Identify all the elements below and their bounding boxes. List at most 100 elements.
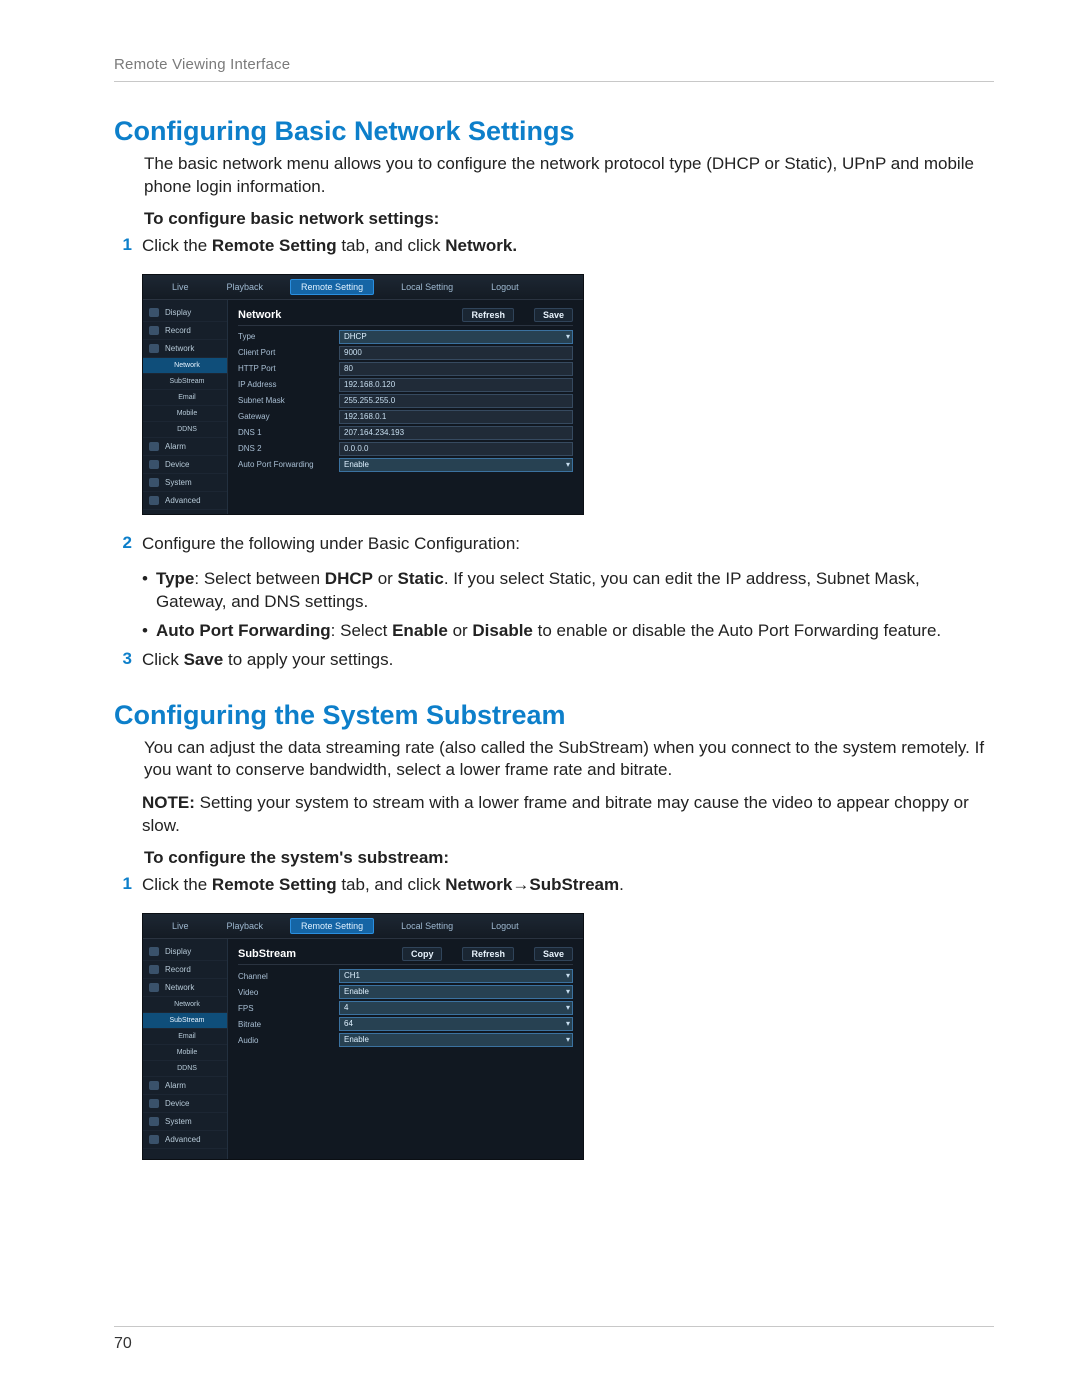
tab-logout[interactable]: Logout <box>480 918 530 934</box>
form-label: Video <box>238 988 333 997</box>
section1-step3: 3 Click Save to apply your settings. <box>114 649 994 678</box>
sidebar-sub-mobile[interactable]: Mobile <box>143 406 227 422</box>
step-number: 1 <box>114 235 132 264</box>
form-field[interactable]: 192.168.0.1 <box>339 410 573 424</box>
panel-title: SubStream <box>238 948 296 960</box>
page: Remote Viewing Interface Configuring Bas… <box>0 0 1080 1397</box>
refresh-button[interactable]: Refresh <box>462 947 514 961</box>
tab-live[interactable]: Live <box>161 279 200 295</box>
section1-subheading: To configure basic network settings: <box>144 209 994 229</box>
sidebar-system[interactable]: System <box>143 474 227 492</box>
text: or <box>448 621 473 640</box>
text: Click <box>142 650 184 669</box>
form-field[interactable]: DHCP▾ <box>339 330 573 344</box>
sidebar-sub-email[interactable]: Email <box>143 390 227 406</box>
tab-local-setting[interactable]: Local Setting <box>390 279 464 295</box>
panel-title: Network <box>238 309 281 321</box>
copy-button[interactable]: Copy <box>402 947 443 961</box>
sidebar-sub-substream[interactable]: SubStream <box>143 1013 227 1029</box>
section2-step1: 1 Click the Remote Setting tab, and clic… <box>114 874 994 903</box>
tab-logout[interactable]: Logout <box>480 279 530 295</box>
form-row: Type DHCP▾ <box>238 330 573 344</box>
tab-playback[interactable]: Playback <box>216 918 275 934</box>
save-button[interactable]: Save <box>534 308 573 322</box>
dvr-sidebar: Display Record Network Network SubStream… <box>143 939 228 1159</box>
text: . <box>619 875 624 894</box>
note-label: NOTE: <box>142 793 195 812</box>
sidebar-record[interactable]: Record <box>143 322 227 340</box>
tab-playback[interactable]: Playback <box>216 279 275 295</box>
form-field[interactable]: 255.255.255.0 <box>339 394 573 408</box>
section1-step2: 2 Configure the following under Basic Co… <box>114 533 994 562</box>
text: Click the <box>142 236 212 255</box>
form-field[interactable]: Enable▾ <box>339 985 573 999</box>
section1-bullet1: • Type: Select between DHCP or Static. I… <box>142 568 994 614</box>
refresh-button[interactable]: Refresh <box>462 308 514 322</box>
text: Click the <box>142 875 212 894</box>
tab-remote-setting[interactable]: Remote Setting <box>290 279 374 295</box>
tab-remote-setting[interactable]: Remote Setting <box>290 918 374 934</box>
sidebar-device[interactable]: Device <box>143 456 227 474</box>
sidebar-sub-substream[interactable]: SubStream <box>143 374 227 390</box>
sidebar-alarm[interactable]: Alarm <box>143 1077 227 1095</box>
form-label: FPS <box>238 1004 333 1013</box>
form-row: Video Enable▾ <box>238 985 573 999</box>
sidebar-network[interactable]: Network <box>143 979 227 997</box>
sidebar-display[interactable]: Display <box>143 943 227 961</box>
form-field[interactable]: 4▾ <box>339 1001 573 1015</box>
form-row: IP Address192.168.0.120 <box>238 378 573 392</box>
page-header: Remote Viewing Interface <box>114 56 994 82</box>
form-field[interactable]: 0.0.0.0 <box>339 442 573 456</box>
form-label: Type <box>238 332 333 341</box>
form-field[interactable]: 207.164.234.193 <box>339 426 573 440</box>
form-row: Gateway 192.168.0.1 <box>238 410 573 424</box>
sidebar-display[interactable]: Display <box>143 304 227 322</box>
form-field[interactable]: 192.168.0.120 <box>339 378 573 392</box>
form-label: Gateway <box>238 412 333 421</box>
dvr-tabs: Live Playback Remote Setting Local Setti… <box>143 275 583 300</box>
form-row: DNS 20.0.0.0 <box>238 442 573 456</box>
form-label: Subnet Mask <box>238 396 333 405</box>
page-number: 70 <box>114 1335 132 1352</box>
chevron-down-icon: ▾ <box>566 1035 570 1044</box>
sidebar-system[interactable]: System <box>143 1113 227 1131</box>
form-field[interactable]: Enable▾ <box>339 1033 573 1047</box>
page-footer: 70 <box>114 1326 994 1353</box>
tab-live[interactable]: Live <box>161 918 200 934</box>
sidebar-network[interactable]: Network <box>143 340 227 358</box>
form-field[interactable]: Enable▾ <box>339 458 573 472</box>
sidebar-sub-ddns[interactable]: DDNS <box>143 1061 227 1077</box>
form-row: AudioEnable▾ <box>238 1033 573 1047</box>
section2-subheading: To configure the system's substream: <box>144 848 994 868</box>
chevron-down-icon: ▾ <box>566 1019 570 1028</box>
note-body: Setting your system to stream with a low… <box>142 793 969 835</box>
sidebar-sub-network[interactable]: Network <box>143 358 227 374</box>
form-field[interactable]: CH1▾ <box>339 969 573 983</box>
save-button[interactable]: Save <box>534 947 573 961</box>
form-label: DNS 1 <box>238 428 333 437</box>
form-field[interactable]: 64▾ <box>339 1017 573 1031</box>
bold: Save <box>184 650 224 669</box>
step-body: Click the Remote Setting tab, and click … <box>142 235 994 258</box>
sidebar-sub-email[interactable]: Email <box>143 1029 227 1045</box>
form-row: ChannelCH1▾ <box>238 969 573 983</box>
bullet-dot: • <box>142 568 148 614</box>
panel1-rows: TypeDHCP▾Client Port9000HTTP Port80IP Ad… <box>238 330 573 472</box>
form-label: Client Port <box>238 348 333 357</box>
form-field[interactable]: 80 <box>339 362 573 376</box>
text: tab, and click <box>337 875 446 894</box>
sidebar-advanced[interactable]: Advanced <box>143 1131 227 1149</box>
sidebar-record[interactable]: Record <box>143 961 227 979</box>
bold: Remote Setting <box>212 875 337 894</box>
form-field[interactable]: 9000 <box>339 346 573 360</box>
sidebar-device[interactable]: Device <box>143 1095 227 1113</box>
sidebar-sub-ddns[interactable]: DDNS <box>143 422 227 438</box>
bold: Enable <box>392 621 448 640</box>
sidebar-alarm[interactable]: Alarm <box>143 438 227 456</box>
tab-local-setting[interactable]: Local Setting <box>390 918 464 934</box>
sidebar-advanced[interactable]: Advanced <box>143 492 227 510</box>
bold: Static <box>398 569 444 588</box>
step-number: 3 <box>114 649 132 678</box>
sidebar-sub-network[interactable]: Network <box>143 997 227 1013</box>
sidebar-sub-mobile[interactable]: Mobile <box>143 1045 227 1061</box>
